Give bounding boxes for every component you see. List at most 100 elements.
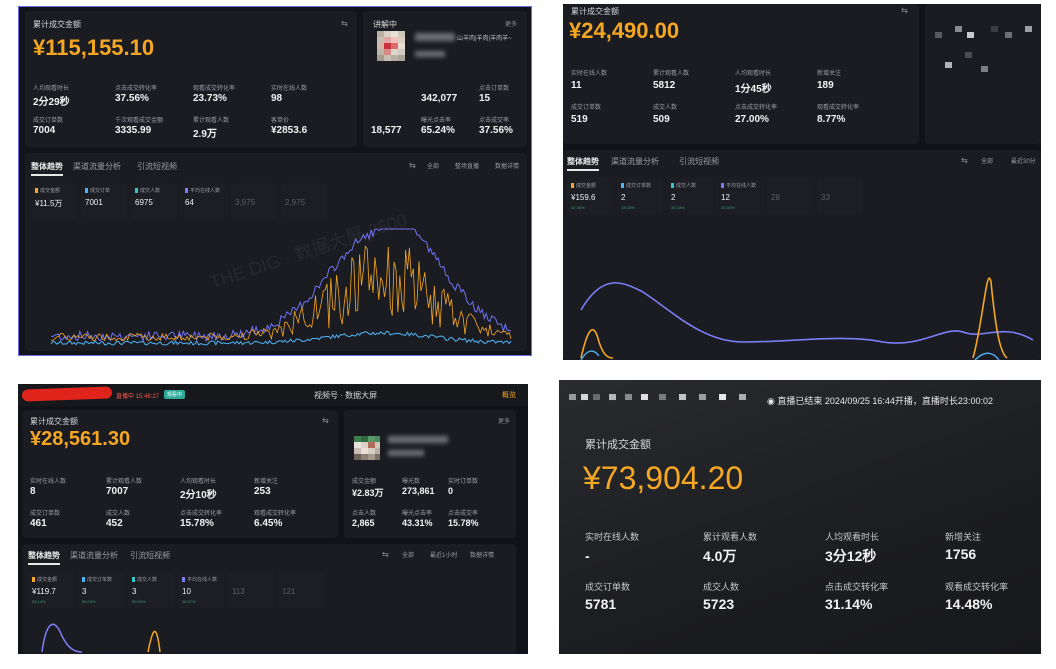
series-line-amount — [147, 630, 161, 653]
mini-stat[interactable]: 成交金额 ¥119.7 35.14% — [28, 572, 74, 608]
mini-stat[interactable]: 121 — [278, 572, 324, 608]
product-metric-label: 实时订单数 — [448, 479, 479, 485]
mini-stat[interactable]: 成交人数 2 33.33% — [667, 178, 713, 214]
metric-value: 189 — [817, 80, 834, 91]
dashboard-panel-2: 累计成交金额 ⇆ ¥24,490.00 实时在线人数 11 累计观看人数 581… — [563, 4, 1041, 360]
series-line-online — [50, 228, 512, 343]
mini-stat[interactable]: 2,975 — [281, 183, 327, 219]
metric-label: 点击成交转化率 — [825, 582, 889, 592]
filter-recent[interactable]: 最近1小时 — [430, 553, 458, 559]
live-status: 直播中 15:48:27 — [116, 394, 160, 400]
mini-stat[interactable]: 成交金额 ¥11.5万 — [31, 183, 77, 219]
mini-stat-change: 50.00% — [82, 599, 96, 604]
tab-overall-trend[interactable]: 整体趋势 — [31, 161, 63, 176]
product-metric-value: 15.78% — [448, 518, 479, 528]
mini-stat[interactable]: 成交订单数 2 33.33% — [617, 178, 663, 214]
mini-stat[interactable]: 成交金额 ¥159.6 40.38% — [567, 178, 613, 214]
filter-session[interactable]: 整场直播 — [455, 164, 480, 170]
swap-icon[interactable]: ⇆ — [961, 156, 968, 165]
metric-value: ¥2853.6 — [271, 125, 308, 136]
tab-overall-trend[interactable]: 整体趋势 — [28, 550, 60, 565]
series-line-orders — [580, 350, 600, 360]
filter-all[interactable]: 全部 — [402, 553, 415, 559]
live-product-card: 讲解中 更多 山羊肉|羊肉|羊肉羊~ 342,077 点击订单数 15 18,5… — [363, 11, 527, 147]
metric-label: 新增关注 — [254, 479, 279, 485]
product-metric-value: 2,865 — [352, 518, 375, 528]
tab-short-video[interactable]: 引流短视频 — [679, 157, 719, 166]
tab-channel-traffic[interactable]: 渠道流量分析 — [73, 162, 121, 171]
mini-stat-change: 50.00% — [132, 599, 146, 604]
side-label: 点击订单数 — [479, 86, 510, 92]
mini-stat[interactable]: 成交订单 7001 — [81, 183, 127, 219]
side-value: 18,577 — [371, 125, 402, 136]
product-card — [925, 4, 1041, 144]
metric-label: 实时在线人数 — [30, 479, 67, 485]
card-title: 累计成交金额 — [571, 7, 619, 16]
swap-icon[interactable]: ⇆ — [382, 550, 389, 559]
metric-value: 5781 — [585, 596, 617, 612]
mini-stat-value: 6975 — [135, 198, 153, 207]
mini-stat[interactable]: 33 — [817, 178, 863, 214]
mini-stat[interactable]: 平均在线人数 12 20.00% — [717, 178, 763, 214]
filter-recent[interactable]: 最近30分 — [1011, 159, 1036, 165]
mini-stat-change: 40.38% — [571, 205, 585, 210]
mini-stat[interactable]: 成交人数 6975 — [131, 183, 177, 219]
filter-all[interactable]: 全部 — [981, 159, 994, 165]
metric-value: 3335.99 — [115, 125, 152, 136]
overview-link[interactable]: 概览 — [502, 392, 516, 399]
data-detail-link[interactable]: 数据详情 — [495, 164, 520, 170]
mini-stat[interactable]: 113 — [228, 572, 274, 608]
live-title: 讲解中 — [373, 20, 397, 29]
metric-value: 5812 — [653, 80, 676, 91]
metric-label: 成交人数 — [703, 582, 740, 592]
more-link[interactable]: 更多 — [498, 419, 511, 425]
metric-label: 成交人数 — [653, 105, 678, 111]
metric-value: 27.00% — [735, 114, 769, 125]
mini-stat[interactable]: 3,975 — [231, 183, 277, 219]
data-detail-link[interactable]: 数据详情 — [470, 553, 495, 559]
trend-chart — [580, 277, 1034, 360]
metric-label: 成交订单数 — [33, 118, 64, 124]
blurred-product-info — [935, 22, 1035, 82]
filter-all[interactable]: 全部 — [427, 164, 440, 170]
status-badge[interactable]: 观看中 — [164, 390, 186, 399]
metric-label: 新增关注 — [945, 532, 982, 542]
swap-icon[interactable]: ⇆ — [322, 416, 329, 425]
swap-icon[interactable]: ⇆ — [409, 161, 416, 170]
mini-stat[interactable]: 成交订单数 3 50.00% — [78, 572, 124, 608]
side-label: 点击成交率 — [479, 118, 510, 124]
metric-label: 成交订单数 — [585, 582, 631, 592]
swap-icon[interactable]: ⇆ — [341, 19, 348, 28]
metric-label: 点击成交转化率 — [735, 105, 778, 111]
mini-stat[interactable]: 平均在线人数 10 28.57% — [178, 572, 224, 608]
tab-short-video[interactable]: 引流短视频 — [137, 162, 177, 171]
mini-stat-value: 2 — [671, 193, 676, 202]
metric-label: 观看成交转化率 — [193, 86, 236, 92]
product-thumbnail — [354, 436, 380, 462]
card-title: 累计成交金额 — [585, 439, 651, 451]
mini-stat-value: 3,975 — [235, 198, 256, 207]
mini-stat-value: 121 — [282, 587, 296, 596]
swap-icon[interactable]: ⇆ — [901, 6, 908, 15]
mini-stat[interactable]: 28 — [767, 178, 813, 214]
more-link[interactable]: 更多 — [505, 22, 518, 28]
side-value: 342,077 — [421, 93, 458, 104]
tab-channel-traffic[interactable]: 渠道流量分析 — [70, 551, 118, 560]
tab-channel-traffic[interactable]: 渠道流量分析 — [611, 157, 659, 166]
trend-chart — [41, 623, 161, 653]
blurred-product-name — [415, 33, 455, 41]
metric-label: 实时在线人数 — [571, 71, 608, 77]
dashboard-panel-3: 直播中 15:48:27 观看中 视频号 · 数据大屏 概览 累计成交金额 ⇆ … — [18, 384, 528, 654]
metric-value: 8 — [30, 486, 36, 497]
tab-overall-trend[interactable]: 整体趋势 — [567, 156, 599, 171]
metric-value: 1分45秒 — [735, 84, 772, 95]
total-amount: ¥73,904.20 — [583, 460, 744, 496]
mini-stat[interactable]: 成交人数 3 50.00% — [128, 572, 174, 608]
metric-value: 452 — [106, 518, 123, 529]
tab-short-video[interactable]: 引流短视频 — [130, 551, 170, 560]
mini-stat-value: 12 — [721, 193, 730, 202]
mini-stat-value: ¥159.6 — [571, 193, 596, 202]
product-card: 更多 成交金额 ¥2.83万 曝光数 273,861 实时订单数 0 点击人数 … — [344, 410, 516, 538]
mini-stat[interactable]: 平均在线人数 64 — [181, 183, 227, 219]
trend-card: 整体趋势 渠道流量分析 引流短视频 ⇆ 全部 整场直播 数据详情 成交金额 ¥11… — [25, 153, 527, 351]
